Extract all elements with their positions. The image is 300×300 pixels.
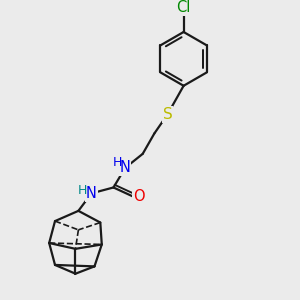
Text: H: H bbox=[112, 155, 122, 169]
Text: O: O bbox=[133, 189, 145, 204]
Text: S: S bbox=[163, 107, 172, 122]
Text: Cl: Cl bbox=[176, 0, 191, 15]
Text: N: N bbox=[120, 160, 130, 175]
Text: H: H bbox=[78, 184, 88, 197]
Text: N: N bbox=[86, 186, 97, 201]
